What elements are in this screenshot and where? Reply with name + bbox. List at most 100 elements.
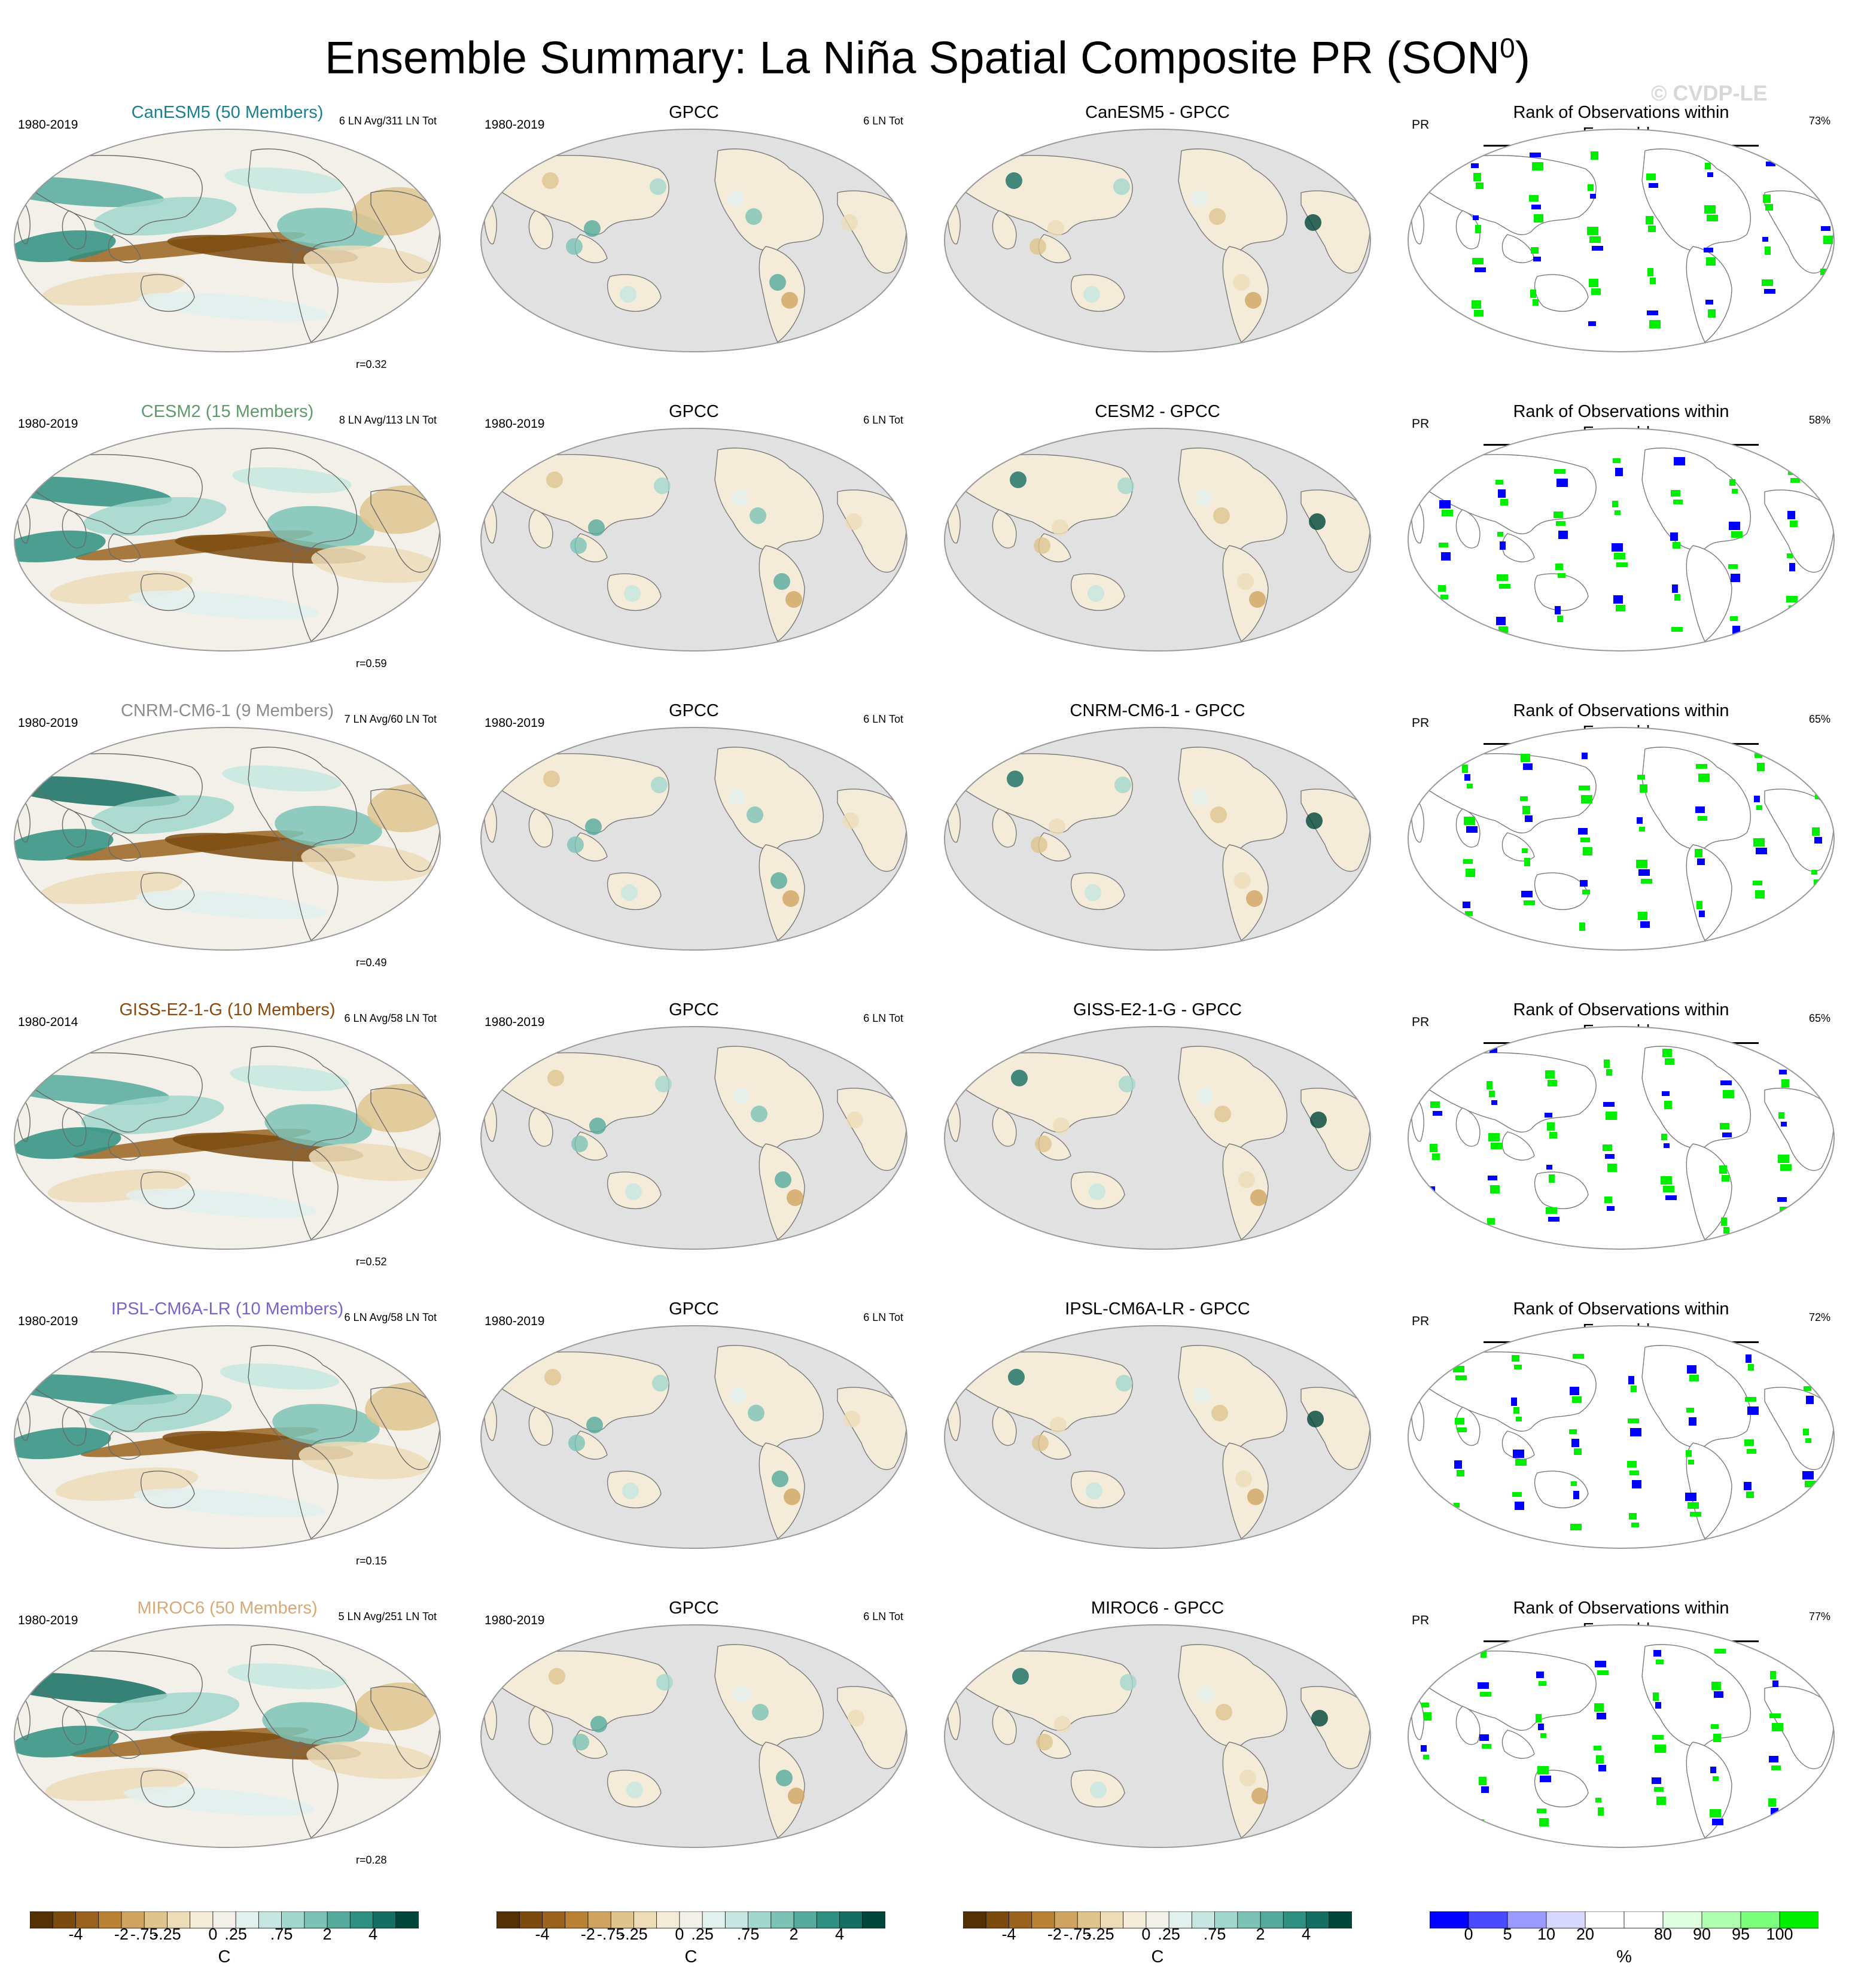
diff-panel-row-6: MIROC6 - GPCC [936, 1579, 1379, 1879]
obs-map [480, 428, 908, 651]
obs-panel-row-6: GPCC 1980-2019 6 LN Tot [473, 1579, 915, 1879]
obs-panel-row-1: GPCC 1980-2019 6 LN Tot [473, 84, 915, 383]
model-panel-row-1: CanESM5 (50 Members) 1980-2019 6 LN Avg/31… [6, 84, 449, 383]
variable-label: PR [1412, 716, 1430, 730]
colorbar-tick-label: -2 [114, 1925, 129, 1943]
colorbar-tick-label: 2 [789, 1925, 799, 1943]
colorbar-tick-label: 0 [208, 1925, 218, 1943]
colorbar-unit-label: % [1616, 1947, 1632, 1966]
model-map [13, 1026, 441, 1250]
colorbar-tick-label: -2 [580, 1925, 595, 1943]
obs-panel-row-4: GPCC 1980-2019 6 LN Tot [473, 981, 915, 1280]
colorbar-tick-label: 2 [1256, 1925, 1265, 1943]
variable-label: PR [1412, 417, 1430, 431]
colorbar-tick-label: 10 [1537, 1925, 1556, 1943]
colorbar-tick-label: -.75 [1063, 1925, 1092, 1943]
figure-title: Ensemble Summary: La Niña Spatial Compos… [325, 32, 1530, 84]
colorbar-tick-label: 4 [1302, 1925, 1311, 1943]
period-label: 1980-2019 [18, 1613, 78, 1627]
variable-label: PR [1412, 1015, 1430, 1029]
model-panel-row-3: CNRM-CM6-1 (9 Members) 1980-2019 7 LN Avg/… [6, 682, 449, 981]
colorbar-tick-label: .25 [691, 1925, 714, 1943]
model-panel-title: GISS-E2-1-G (10 Members) [119, 1000, 336, 1019]
pattern-correlation-label: r=0.52 [356, 1256, 387, 1268]
rank-panel-row-6: Rank of Observations within EnsemblePR77… [1400, 1579, 1842, 1879]
diff-panel-title: IPSL-CM6A-LR - GPCC [1065, 1299, 1250, 1319]
rank-panel-row-5: Rank of Observations within EnsemblePR72… [1400, 1280, 1842, 1579]
colorbar-tick-label: .75 [736, 1925, 760, 1943]
rank-percent-label: 58% [1808, 414, 1830, 426]
model-panel-row-6: MIROC6 (50 Members) 1980-2019 5 LN Avg/251… [6, 1579, 449, 1879]
obs-panel-title: GPCC [669, 1000, 719, 1019]
diff-panel-title: CESM2 - GPCC [1095, 402, 1220, 421]
diff-panel-title: CanESM5 - GPCC [1085, 103, 1230, 122]
anomaly-colorbar [30, 1911, 419, 1929]
diff-panel-title: GISS-E2-1-G - GPCC [1073, 1000, 1242, 1019]
colorbar-tick-label: -4 [1001, 1925, 1016, 1943]
colorbar-tick-label: -.75 [130, 1925, 159, 1943]
event-count-label: 6 LN Avg/58 LN Tot [344, 1311, 437, 1323]
diff-map [943, 727, 1372, 951]
pattern-correlation-label: r=0.32 [356, 358, 387, 370]
rank-map [1407, 1624, 1835, 1848]
event-count-label: 6 LN Tot [863, 115, 903, 127]
model-panel-title: CESM2 (15 Members) [141, 402, 314, 421]
colorbar-tick-label: 4 [835, 1925, 845, 1943]
event-count-label: 6 LN Tot [863, 713, 903, 725]
obs-map [480, 1325, 908, 1549]
colorbar-tick-label: 0 [1141, 1925, 1151, 1943]
event-count-label: 6 LN Tot [863, 1012, 903, 1024]
colorbar-tick-label: .75 [1203, 1925, 1226, 1943]
obs-panel-title: GPCC [669, 1299, 719, 1319]
obs-panel-row-5: GPCC 1980-2019 6 LN Tot [473, 1280, 915, 1579]
rank-map [1407, 1325, 1835, 1549]
diff-panel-title: MIROC6 - GPCC [1091, 1599, 1225, 1618]
period-label: 1980-2019 [485, 1613, 545, 1627]
rank-map [1407, 1026, 1835, 1250]
obs-panel-title: GPCC [669, 701, 719, 720]
colorbar-tick-label: 4 [368, 1925, 378, 1943]
diff-map [943, 1325, 1372, 1549]
variable-label: PR [1412, 1314, 1430, 1328]
model-panel-title: IPSL-CM6A-LR (10 Members) [111, 1299, 344, 1319]
diff-map [943, 1624, 1372, 1848]
rank-panel-row-4: Rank of Observations within EnsemblePR65… [1400, 981, 1842, 1280]
diff-panel-row-5: IPSL-CM6A-LR - GPCC [936, 1280, 1379, 1579]
variable-label: PR [1412, 118, 1430, 132]
rank-map [1407, 428, 1835, 651]
colorbar-tick-label: 2 [322, 1925, 332, 1943]
diff-panel-row-4: GISS-E2-1-G - GPCC [936, 981, 1379, 1280]
colorbar-tick-label: -.25 [620, 1925, 648, 1943]
obs-map [480, 1624, 908, 1848]
period-label: 1980-2019 [18, 417, 78, 431]
rank-percent-label: 65% [1808, 1012, 1830, 1024]
colorbar-tick-label: -2 [1047, 1925, 1062, 1943]
model-map [13, 727, 441, 951]
colorbar-unit-label: C [218, 1947, 231, 1966]
period-label: 1980-2019 [485, 1314, 545, 1328]
event-count-label: 6 LN Avg/311 LN Tot [339, 115, 437, 127]
diff-panel-title: CNRM-CM6-1 - GPCC [1070, 701, 1245, 720]
rank-panel-row-1: Rank of Observations within EnsemblePR73… [1400, 84, 1842, 383]
diff-panel-row-3: CNRM-CM6-1 - GPCC [936, 682, 1379, 981]
colorbar-tick-label: 90 [1692, 1925, 1711, 1943]
variable-label: PR [1412, 1613, 1430, 1627]
model-panel-title: CanESM5 (50 Members) [131, 103, 324, 122]
rank-panel-row-3: Rank of Observations within EnsemblePR65… [1400, 682, 1842, 981]
event-count-label: 6 LN Avg/58 LN Tot [344, 1012, 437, 1024]
colorbar-tick-label: 20 [1576, 1925, 1595, 1943]
rank-panel-row-2: Rank of Observations within EnsemblePR58… [1400, 383, 1842, 682]
colorbar-tick-label: .75 [270, 1925, 293, 1943]
obs-panel-title: GPCC [669, 1599, 719, 1618]
event-count-label: 6 LN Tot [863, 414, 903, 426]
colorbar-tick-label: .25 [1158, 1925, 1180, 1943]
obs-panel-title: GPCC [669, 103, 719, 122]
period-label: 1980-2019 [485, 1015, 545, 1029]
model-map [13, 129, 441, 352]
model-panel-title: MIROC6 (50 Members) [137, 1599, 318, 1618]
period-label: 1980-2019 [18, 716, 78, 730]
rank-map [1407, 129, 1835, 352]
period-label: 1980-2014 [18, 1015, 78, 1029]
colorbar-tick-label: -4 [68, 1925, 83, 1943]
event-count-label: 7 LN Avg/60 LN Tot [344, 713, 437, 725]
